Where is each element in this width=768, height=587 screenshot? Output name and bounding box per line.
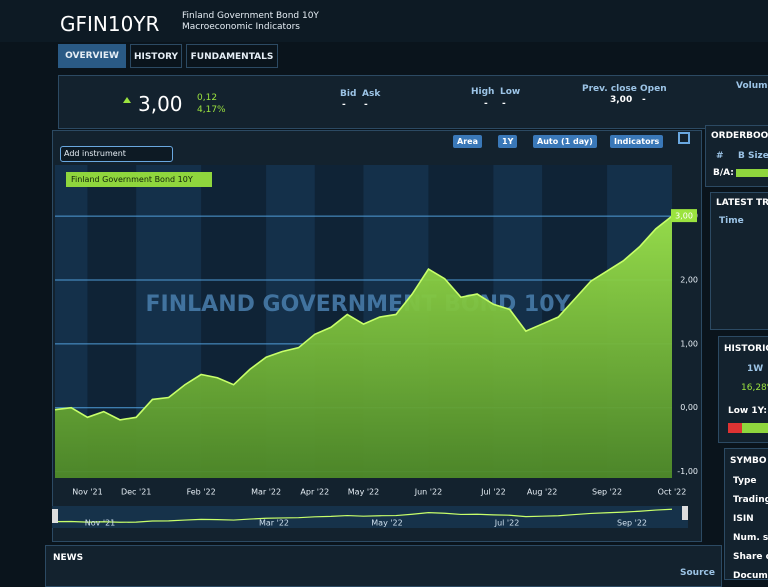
up-arrow [123, 97, 131, 103]
navigator-label: Jul '22 [494, 519, 520, 528]
navigator-label: May '22 [371, 519, 402, 528]
x-tick-label: Feb '22 [187, 488, 216, 497]
x-tick-label: Sep '22 [592, 488, 622, 497]
column-header: # [716, 151, 724, 161]
x-tick-label: Apr '22 [300, 488, 329, 497]
field-label: Prev. close [582, 84, 637, 94]
field-label: Ask [362, 89, 381, 99]
panel-title: SYMBO [730, 456, 767, 466]
panel-title: HISTORIC [724, 344, 768, 354]
period: 1W [747, 364, 764, 374]
navigator-handle [682, 506, 688, 520]
header-bar [0, 0, 768, 42]
symbol-panel [724, 448, 768, 580]
navigator-label: Sep '22 [617, 519, 647, 528]
field-value: - [364, 100, 368, 110]
symbol-row: Docum [733, 571, 768, 581]
quote-panel [58, 75, 768, 129]
field-label: Low [500, 87, 521, 97]
last-value-label: 3,00 [675, 212, 693, 221]
field-label: Bid [340, 89, 357, 99]
change-pct: 4,17% [197, 105, 226, 115]
column-header: Time [719, 216, 744, 226]
low-1y: Low 1Y: - [728, 406, 768, 416]
expand-icon[interactable] [678, 132, 690, 144]
news-panel [45, 545, 722, 587]
toolbar-button[interactable]: 1Y [498, 135, 518, 148]
change: 0,12 [197, 93, 218, 103]
symbol-row: Trading [733, 495, 768, 505]
x-tick-label: Jun '22 [414, 488, 442, 497]
toolbar-button[interactable]: Area [453, 135, 482, 148]
navigator-bg [52, 506, 688, 528]
period-change: 16,28% [741, 383, 768, 393]
y-tick-label: 0,00 [680, 403, 698, 412]
instrument-name: Finland Government Bond 10Y [182, 11, 319, 21]
symbol-row: Type [733, 476, 757, 486]
x-tick-label: May '22 [348, 488, 379, 497]
news-title: NEWS [53, 553, 84, 563]
symbol-row: Share c [733, 552, 768, 562]
navigator-handle [52, 509, 58, 523]
navigator-label: Nov '21 [85, 519, 116, 528]
series-selector[interactable]: Finland Government Bond 10Y [66, 172, 212, 187]
field-label: Open [640, 84, 667, 94]
instrument-subtitle: Macroeconomic Indicators [182, 22, 300, 32]
toolbar-button[interactable]: Indicators [610, 135, 664, 148]
last-value-box [671, 209, 697, 223]
range-low [728, 423, 742, 433]
last-price: 3,00 [138, 92, 183, 116]
bid-ask-bar [736, 169, 768, 177]
area-line [54, 215, 673, 421]
tab[interactable]: HISTORY [130, 44, 182, 68]
x-tick-label: Nov '21 [72, 488, 103, 497]
x-tick-label: Dec '21 [121, 488, 151, 497]
column-header: B Size [738, 151, 768, 161]
field-value: - [342, 100, 346, 110]
tab[interactable]: OVERVIEW [58, 44, 126, 68]
field-value: - [642, 95, 646, 105]
field-value: - [484, 99, 488, 109]
x-tick-label: Jul '22 [480, 488, 506, 497]
toolbar-button[interactable]: Auto (1 day) [533, 135, 597, 148]
y-tick-label: -1,00 [677, 467, 698, 476]
navigator-line [54, 508, 673, 523]
field-value: - [502, 99, 506, 109]
tab[interactable]: FUNDAMENTALS [186, 44, 278, 68]
latest-panel [710, 192, 768, 330]
range-bar [742, 423, 768, 433]
field-label: Volume [736, 81, 768, 91]
y-tick-label: 1,00 [680, 339, 698, 348]
panel-title: ORDERBOOK [711, 131, 768, 141]
field-value: 3,00 [610, 95, 633, 105]
symbol-row: Num. s [733, 533, 768, 543]
x-tick-label: Mar '22 [251, 488, 281, 497]
area-fill [55, 216, 672, 478]
panel-title: LATEST TR [716, 198, 768, 208]
news-source: Source [680, 568, 715, 578]
symbol-row: ISIN [733, 514, 754, 524]
chart: FINLAND GOVERNMENT BOND 10Y-1,000,001,00… [52, 165, 698, 528]
y-tick-label: 2,00 [680, 275, 698, 284]
navigator-label: Mar '22 [259, 519, 289, 528]
x-tick-label: Oct '22 [658, 488, 687, 497]
x-tick-label: Aug '22 [527, 488, 558, 497]
field-label: High [471, 87, 495, 97]
row-label: B/A: [713, 168, 734, 178]
add-instrument-input[interactable]: Add instrument [60, 146, 173, 162]
symbol: GFIN10YR [60, 12, 160, 36]
